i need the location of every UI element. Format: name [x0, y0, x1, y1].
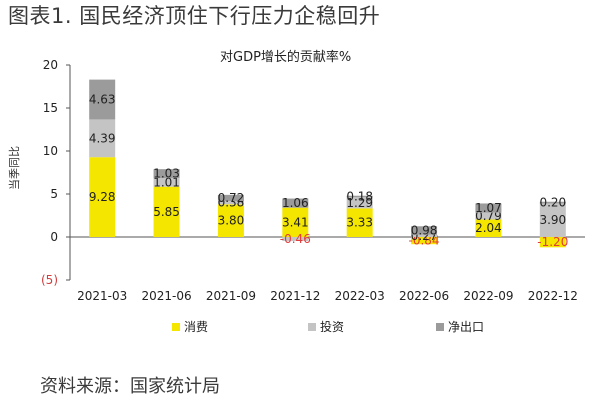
bar-segment	[153, 169, 180, 179]
bar-segment	[153, 186, 180, 237]
data-label: 0.98	[411, 223, 438, 237]
legend-item-consumption: 消费	[172, 318, 208, 335]
legend-item-investment: 投资	[308, 318, 344, 335]
data-label: 2.04	[475, 221, 502, 235]
x-tick-label: 2022-12	[528, 289, 578, 303]
data-label: -0.84	[409, 234, 440, 248]
legend-swatch-net-exports	[436, 322, 444, 331]
data-label: 3.41	[282, 215, 309, 229]
y-tick-label: 20	[43, 58, 58, 72]
bar-segment	[475, 212, 502, 220]
bar-segment	[217, 201, 244, 205]
legend-label-consumption: 消费	[184, 320, 209, 334]
y-tick-label: 10	[43, 144, 58, 158]
data-label: 1.06	[282, 196, 309, 210]
x-tick-label: 2021-06	[141, 289, 191, 303]
data-label: 5.85	[153, 205, 180, 219]
data-label: -1.20	[537, 235, 568, 249]
x-tick-label: 2021-12	[270, 289, 320, 303]
bar-segment	[539, 237, 566, 248]
data-label: 0.20	[539, 196, 566, 210]
legend-swatch-consumption	[172, 322, 180, 331]
bar-segment	[282, 198, 309, 208]
data-label: 0.18	[346, 189, 373, 203]
data-label: 1.29	[346, 196, 373, 210]
legend-label-net-exports: 净出口	[448, 320, 485, 334]
bar-segment	[89, 79, 116, 120]
bar-segment	[411, 234, 438, 237]
x-tick-label: 2022-09	[463, 289, 513, 303]
bar-segment	[411, 237, 438, 245]
x-tick-label: 2022-06	[399, 289, 449, 303]
legend: 消费 投资 净出口	[0, 318, 600, 334]
data-label: 1.03	[153, 167, 180, 181]
legend-label-investment: 投资	[320, 320, 345, 334]
bar-segment	[346, 195, 373, 198]
bar-segment	[539, 201, 566, 204]
x-tick-label: 2021-09	[206, 289, 256, 303]
bar-segment	[217, 194, 244, 202]
y-tick-label: 5	[50, 187, 58, 201]
bar-segment	[153, 178, 180, 187]
source-note: 资料来源：国家统计局	[40, 376, 220, 397]
data-label: 4.63	[89, 93, 116, 107]
data-label: 1.07	[475, 201, 502, 215]
data-label: 9.28	[89, 190, 116, 204]
bar-segment	[89, 157, 116, 237]
chart-title: 对GDP增长的贡献率%	[220, 50, 352, 65]
data-label: 3.80	[218, 214, 245, 228]
data-label: 0.72	[218, 191, 245, 205]
y-tick-label: 15	[43, 101, 58, 115]
figure-title: 图表1. 国民经济顶住下行压力企稳回升	[8, 4, 381, 28]
y-tick-label: 0	[50, 230, 58, 244]
bar-segment	[89, 119, 116, 158]
bar-segment	[346, 208, 373, 237]
data-label: 3.33	[346, 216, 373, 230]
bar-segment	[411, 226, 438, 235]
bar-segment	[539, 203, 566, 237]
x-tick-label: 2021-03	[77, 289, 127, 303]
bar-segment	[217, 204, 244, 237]
bar-segment	[282, 207, 309, 237]
y-tick-label: (5)	[41, 273, 58, 287]
bar-segment	[346, 197, 373, 209]
data-label: 3.90	[539, 213, 566, 227]
data-label: 1.01	[153, 175, 180, 189]
data-label: -0.46	[280, 232, 311, 246]
bar-segment	[475, 203, 502, 213]
legend-swatch-investment	[308, 322, 316, 331]
legend-item-net-exports: 净出口	[436, 318, 484, 335]
x-tick-label: 2022-03	[335, 289, 385, 303]
data-label: 4.39	[89, 131, 116, 145]
bar-segment	[282, 237, 309, 241]
bar-segment	[475, 219, 502, 237]
